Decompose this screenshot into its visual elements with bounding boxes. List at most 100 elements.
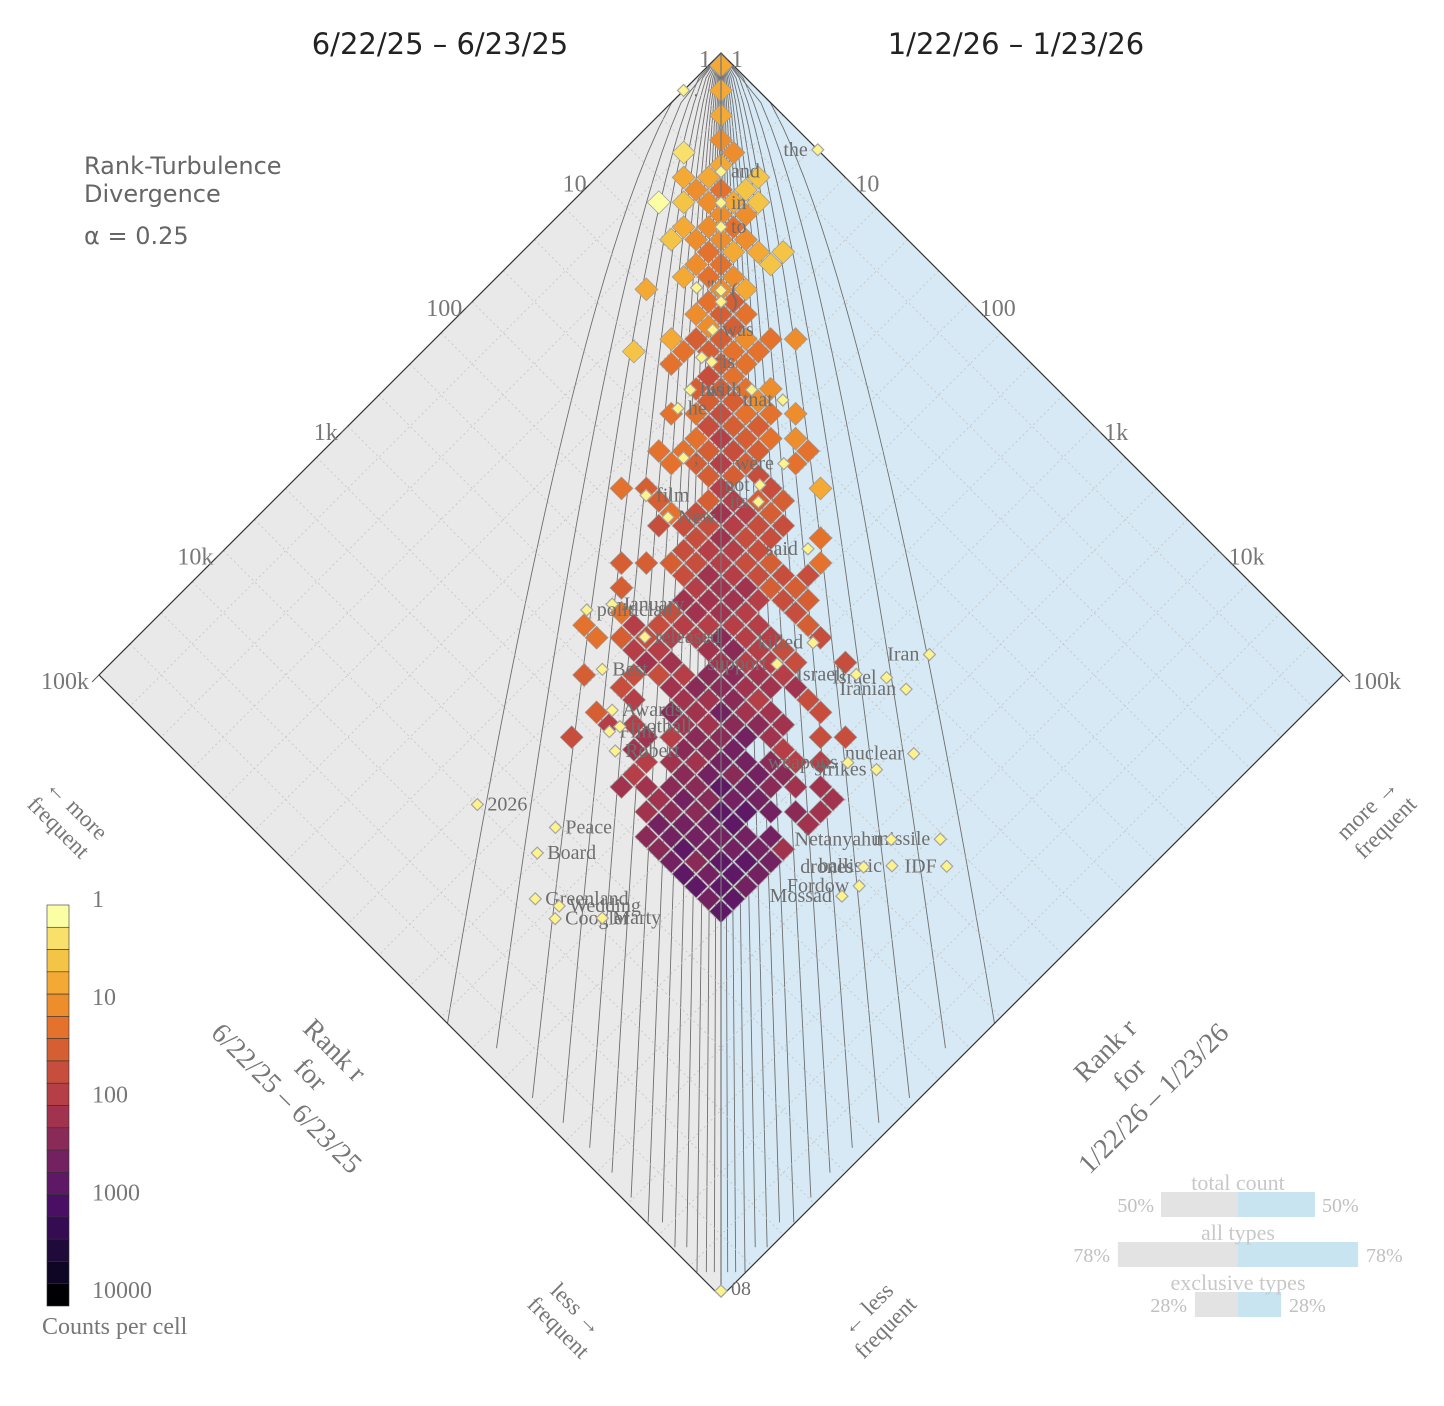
measure-alpha: α = 0.25 [84,222,189,250]
histogram-cell [671,588,696,613]
histogram-cell [671,837,696,862]
grid-line-r1 [596,177,1219,800]
colorbar-swatch [46,1194,70,1218]
histogram-cell [659,600,684,625]
histogram-cell [721,314,746,339]
histogram-cell [783,401,808,426]
histogram-cell [833,725,858,750]
word-label-left: nuclear [845,743,904,765]
histogram-cell [659,227,684,252]
word-label-right: to [731,216,747,238]
histogram-cell [771,588,796,613]
word-marker [676,83,691,98]
histogram-cell [684,625,709,650]
balance-bar-right [1238,1242,1359,1267]
histogram-cell [696,812,721,837]
histogram-cell [659,625,684,650]
histogram-cell [572,613,597,638]
word-label-left: Netanyahu [795,828,882,850]
histogram-cell [634,775,659,799]
axis-label-left: Rank r for 6/22/25 – 6/23/25 [205,1013,373,1180]
histogram-cell [758,526,783,551]
word-marker [885,858,899,873]
word-marker [849,667,864,682]
histogram-cell [746,787,771,812]
word-marker [705,322,720,337]
histogram-cell [746,663,771,687]
histogram-cell [572,663,597,687]
grid-line-r2 [316,270,939,893]
histogram-cell [758,799,783,824]
histogram-cell [758,750,783,775]
left-half-background [99,53,721,1297]
histogram-cell [684,327,709,352]
histogram-cell [671,513,696,538]
histogram-cell [758,426,783,451]
grid-line-r2 [285,239,908,862]
histogram-cell [696,389,721,414]
histogram-cell [696,289,721,314]
axis-label-right: Rank r for 1/22/26 – 1/23/26 [1068,1013,1235,1181]
colorbar-title: Counts per cell [42,1314,188,1340]
histogram-cell [758,401,783,426]
direction-more-right: more → frequent [1331,773,1421,863]
histogram-cell [609,775,634,799]
histogram-cell [721,563,746,588]
histogram-cell [671,687,696,712]
histogram-cell [634,725,659,750]
histogram-cell [808,526,833,551]
histogram-cell [746,389,771,414]
histogram-cell [746,613,771,638]
word-label-left: its [730,491,749,513]
histogram-cell [746,638,771,663]
tick-label-right: 100 [980,296,1016,322]
histogram-cell [671,862,696,886]
histogram-cell [671,762,696,787]
histogram-cell [684,874,709,899]
histogram-cell [671,264,696,289]
tick-label-left: 10 [563,171,587,197]
histogram-cell [684,700,709,725]
word-marker [714,294,728,309]
grid-line-r2 [689,643,1313,1267]
histogram-cell [758,575,783,600]
histogram-cell [721,886,746,911]
histogram-cell [758,327,783,352]
colorbar-swatch [46,1238,70,1262]
histogram-cell [721,687,746,712]
word-marker [661,510,675,525]
grid-line-r1 [440,332,1064,956]
histogram-cell [696,439,721,464]
histogram-cell [733,625,758,650]
histogram-cell [721,464,746,488]
histogram-cell [833,650,858,675]
grid-line-r1 [658,114,1282,738]
histogram-cell [696,538,721,563]
histogram-cell [721,190,746,215]
histogram-cell [696,240,721,264]
histogram-cell [721,588,746,613]
histogram-cell [621,712,646,737]
histogram-cell [721,488,746,513]
word-label-right: he [688,397,707,419]
word-marker [595,662,610,677]
tick-mark [91,674,100,683]
histogram-cell [659,775,684,799]
histogram-cell [684,799,709,824]
histogram-cell [609,675,634,700]
histogram-cell [721,862,746,886]
histogram-cell [684,575,709,600]
word-label-left: were [735,453,774,475]
histogram-cell [659,849,684,874]
colorbar: 1 10 100 1000 10000 [46,887,152,1307]
word-label-right: his [700,379,724,401]
word-label-right: ) [731,291,738,313]
histogram-cell [733,277,758,302]
word-marker [602,724,617,739]
histogram-cell [733,227,758,252]
title-left: 6/22/25 – 6/23/25 [312,27,569,61]
histogram-cell [758,824,783,849]
histogram-cell [696,837,721,862]
histogram-cell [684,750,709,775]
word-label-right: Film [619,721,657,743]
